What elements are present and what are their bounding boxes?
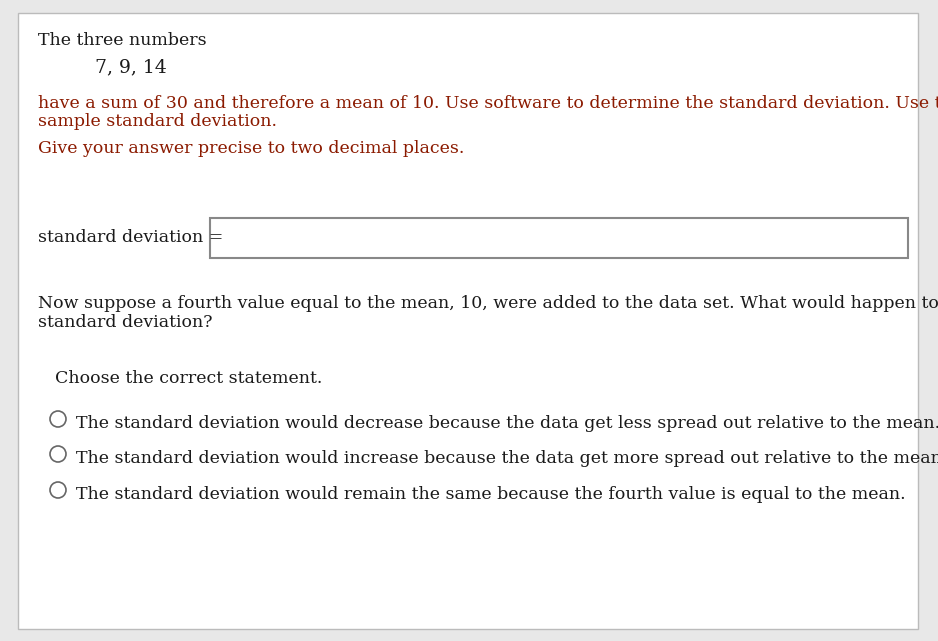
Text: Now suppose a fourth value equal to the mean, 10, were added to the data set. Wh: Now suppose a fourth value equal to the … <box>38 295 938 312</box>
Text: standard deviation =: standard deviation = <box>38 229 223 247</box>
Text: Give your answer precise to two decimal places.: Give your answer precise to two decimal … <box>38 140 464 157</box>
FancyBboxPatch shape <box>18 13 918 629</box>
Text: standard deviation?: standard deviation? <box>38 314 213 331</box>
Text: Choose the correct statement.: Choose the correct statement. <box>55 370 323 387</box>
Text: The three numbers: The three numbers <box>38 32 206 49</box>
Text: The standard deviation would decrease because the data get less spread out relat: The standard deviation would decrease be… <box>76 415 938 432</box>
Text: sample standard deviation.: sample standard deviation. <box>38 113 277 130</box>
Text: The standard deviation would increase because the data get more spread out relat: The standard deviation would increase be… <box>76 450 938 467</box>
Text: 7, 9, 14: 7, 9, 14 <box>95 58 167 76</box>
Text: have a sum of 30 and therefore a mean of 10. Use software to determine the stand: have a sum of 30 and therefore a mean of… <box>38 95 938 112</box>
Text: The standard deviation would remain the same because the fourth value is equal t: The standard deviation would remain the … <box>76 486 905 503</box>
FancyBboxPatch shape <box>210 218 908 258</box>
